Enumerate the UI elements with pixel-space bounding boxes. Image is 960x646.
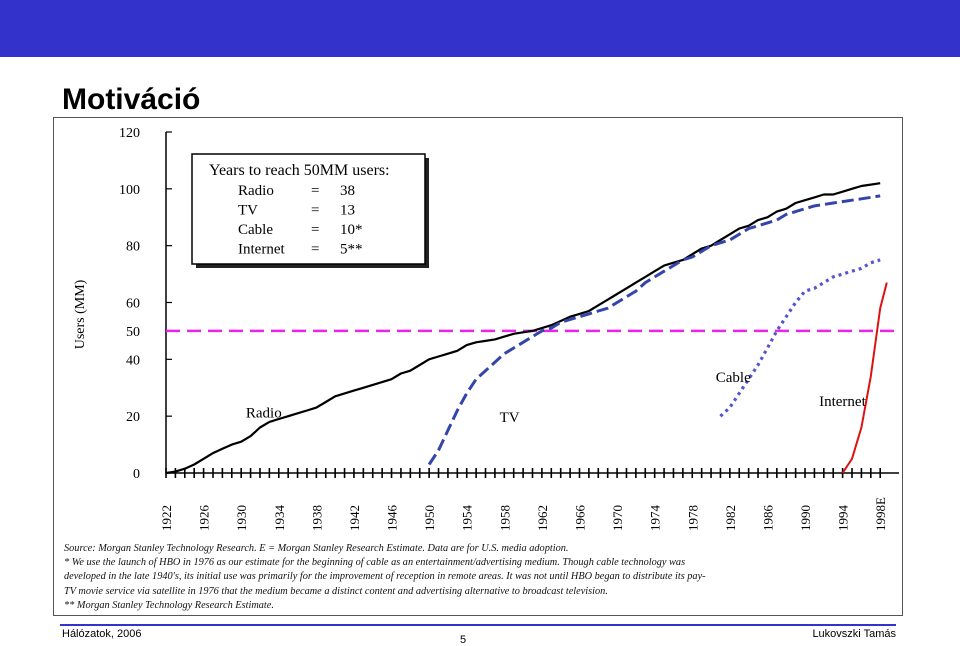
x-tick-label: 1942 xyxy=(347,505,362,531)
x-tick-label: 1962 xyxy=(535,505,550,531)
x-tick-label: 1922 xyxy=(159,505,174,531)
inset-row-value: 13 xyxy=(340,203,355,219)
source-line: ** Morgan Stanley Technology Research Es… xyxy=(64,599,274,611)
inset-row-equals: = xyxy=(311,242,319,258)
x-tick-label: 1998E xyxy=(873,497,888,531)
y-tick-label: 80 xyxy=(126,240,140,255)
inset-row-value: 5** xyxy=(340,242,363,258)
series-line-radio xyxy=(165,182,881,475)
x-tick-label: 1994 xyxy=(836,505,851,532)
series-line-internet xyxy=(841,282,888,474)
y-tick-label: 0 xyxy=(133,467,140,482)
x-tick-label: 1958 xyxy=(497,505,512,531)
source-line: * We use the launch of HBO in 1976 as ou… xyxy=(64,557,686,569)
page-number: 5 xyxy=(460,634,467,646)
series-label-cable: Cable xyxy=(716,370,751,386)
x-tick-label: 1978 xyxy=(685,505,700,531)
x-tick-label: 1930 xyxy=(234,505,249,531)
inset-row-label: TV xyxy=(238,203,258,219)
footer-divider xyxy=(60,624,896,626)
x-tick-label: 1950 xyxy=(422,505,437,531)
inset-title: Years to reach 50MM users: xyxy=(209,162,390,179)
x-tick-label: 1970 xyxy=(610,505,625,531)
series-line-cable xyxy=(719,258,881,418)
x-tick-label: 1954 xyxy=(460,505,475,532)
inset-row-label: Internet xyxy=(238,242,285,258)
x-tick-label: 1966 xyxy=(572,505,587,532)
y-tick-label: 20 xyxy=(126,410,140,425)
slide-title: Motiváció xyxy=(62,83,201,116)
inset-row-label: Radio xyxy=(238,183,274,199)
top-banner xyxy=(0,0,960,57)
series-label-radio: Radio xyxy=(246,406,282,422)
adoption-chart: 0 20 40 50 60 80 100 120 Users (MM) 1922 1926 1930 1… xyxy=(73,126,899,532)
x-tick-label: 1946 xyxy=(385,505,400,532)
y-tick-label: 50 xyxy=(126,325,140,340)
series-label-internet: Internet xyxy=(819,394,866,410)
y-tick-label: 60 xyxy=(126,297,140,312)
x-tick-label: 1934 xyxy=(272,505,287,532)
source-notes: Source: Morgan Stanley Technology Resear… xyxy=(64,542,896,613)
chart-figure: 0 20 40 50 60 80 100 120 Users (MM) 1922 1926 1930 1… xyxy=(53,117,903,616)
y-tick-label: 40 xyxy=(126,353,140,368)
y-axis-label: Users (MM) xyxy=(73,279,88,349)
y-tick-label: 100 xyxy=(119,183,140,198)
source-line: TV movie service via satellite in 1976 t… xyxy=(64,585,608,597)
inset-row-value: 38 xyxy=(340,183,355,199)
x-tick-label: 1986 xyxy=(760,505,775,532)
inset-row-value: 10* xyxy=(340,222,363,238)
inset-box xyxy=(191,153,426,265)
inset-row-label: Cable xyxy=(238,222,273,238)
series-line-tv xyxy=(427,194,881,466)
footer-author: Lukovszki Tamás xyxy=(812,628,896,640)
y-tick-label: 120 xyxy=(119,126,140,141)
inset-row-equals: = xyxy=(311,222,319,238)
source-line: Source: Morgan Stanley Technology Resear… xyxy=(64,543,569,554)
x-tick-label: 1938 xyxy=(309,505,324,531)
inset-row-equals: = xyxy=(311,183,319,199)
source-line: developed in the late 1940's, its initia… xyxy=(64,571,706,583)
x-tick-label: 1990 xyxy=(798,505,813,531)
x-tick-label: 1926 xyxy=(197,505,212,532)
x-tick-label: 1974 xyxy=(648,505,663,532)
x-tick-label: 1982 xyxy=(723,505,738,531)
series-label-tv: TV xyxy=(500,410,520,426)
footer-course: Hálózatok, 2006 xyxy=(62,628,142,640)
inset-row-equals: = xyxy=(311,203,319,219)
